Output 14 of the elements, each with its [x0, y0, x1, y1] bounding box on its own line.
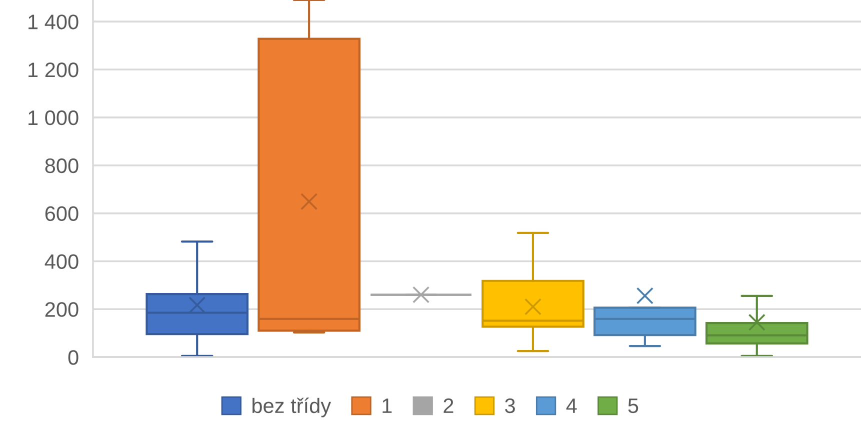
legend-label: 1 — [382, 398, 392, 413]
legend-label: bez třídy — [252, 398, 332, 418]
y-tick-label: 1 000 — [28, 110, 78, 126]
legend-label: 3 — [505, 398, 515, 414]
y-tick-label: 1 400 — [28, 14, 78, 30]
y-tick-label: 200 — [45, 302, 78, 317]
y-tick-label: 0 — [68, 350, 78, 365]
y-tick-label: 800 — [45, 158, 78, 174]
y-tick-label: 1 200 — [28, 62, 78, 78]
y-tick-label: 400 — [44, 254, 78, 269]
legend-label: 4 — [566, 398, 577, 413]
legend-label: 2 — [444, 398, 454, 413]
legend-label: 5 — [628, 398, 638, 414]
y-tick-label: 600 — [45, 206, 78, 222]
